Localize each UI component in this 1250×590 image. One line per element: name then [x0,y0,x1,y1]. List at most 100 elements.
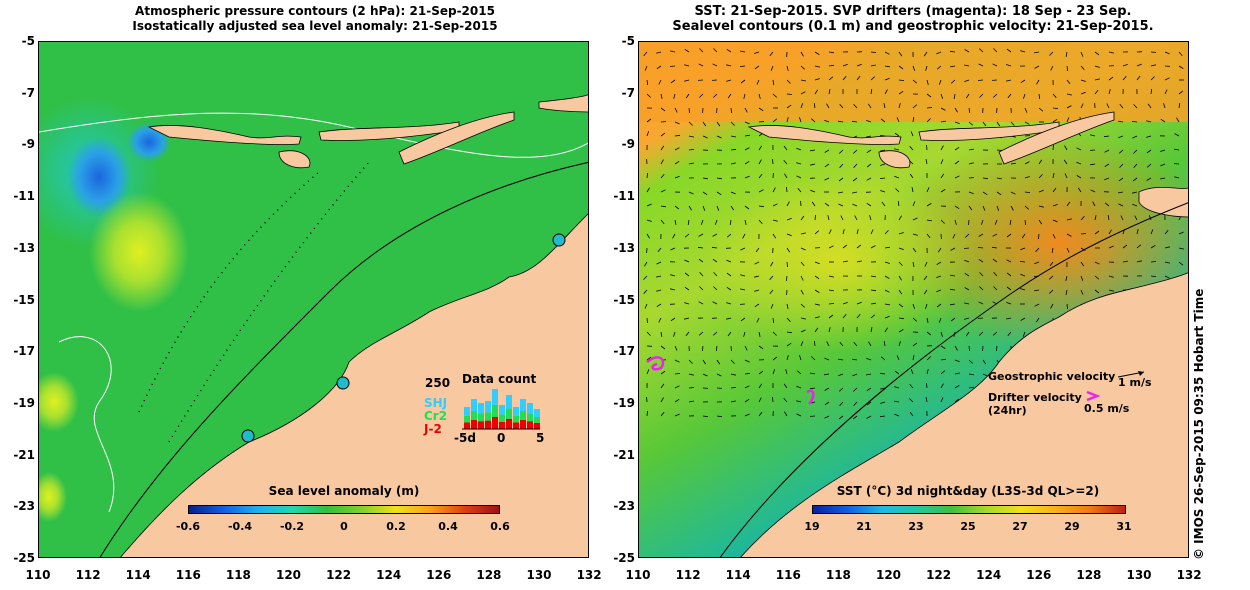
velocity-vector [754,289,760,292]
histogram-bar-segment [485,412,491,421]
velocity-vector [982,373,988,377]
velocity-vector [912,247,917,253]
velocity-vector [1178,231,1184,235]
velocity-vector [772,158,774,165]
velocity-vector [898,215,902,221]
velocity-vector [838,191,844,194]
right-title-line1: SST: 21-Sep-2015. SVP drifters (magenta)… [694,4,1132,19]
velocity-vector [716,135,722,139]
velocity-vector [940,107,946,111]
velocity-vector [856,244,862,249]
velocity-vector [1052,93,1057,98]
velocity-vector [1049,289,1054,294]
velocity-vector [758,145,763,151]
velocity-vector [1052,219,1058,223]
velocity-vector [1020,317,1026,321]
velocity-vector [842,63,848,67]
velocity-vector [796,400,802,403]
velocity-vector [688,107,690,114]
velocity-vector [673,331,676,337]
velocity-vector [896,355,900,361]
histogram-legend-item: SHJ [424,396,448,410]
y-tick-label: -7 [621,85,635,100]
velocity-vector [800,215,805,221]
velocity-vector [1150,245,1156,249]
velocity-vector [828,229,832,235]
velocity-vector [811,201,816,207]
velocity-vector [898,90,904,95]
tide-station[interactable] [241,429,255,443]
tide-station[interactable] [552,233,566,247]
histogram-bar-segment [464,407,470,416]
velocity-vector [954,359,960,363]
colorbar-tick-label: 27 [1012,520,1028,533]
velocity-vector [1160,149,1166,152]
velocity-vector [866,387,872,392]
histogram-max-label: 250 [425,376,451,390]
velocity-vector [730,162,736,165]
velocity-vector [743,331,746,337]
velocity-vector [964,79,970,82]
velocity-vector [646,79,649,86]
velocity-vector [770,65,774,71]
velocity-vector [993,272,998,277]
velocity-vector [744,134,750,137]
velocity-vector [657,247,662,253]
velocity-vector [729,219,732,225]
velocity-vector [1094,261,1100,265]
velocity-vector [758,121,765,123]
sea-level-anomaly-map[interactable] [38,41,589,558]
velocity-vector [993,48,998,53]
velocity-vector [979,48,984,53]
velocity-vector [796,162,802,165]
velocity-vector [814,65,820,68]
histogram-bar-segment [464,422,470,429]
sst-mild-region [699,172,979,352]
velocity-vector [950,317,956,322]
velocity-vector [909,398,914,403]
drifter-track[interactable] [646,356,665,371]
velocity-vector [758,159,762,165]
velocity-vector [926,331,932,336]
velocity-vector [1024,176,1030,179]
histogram-bar-segment [478,403,484,414]
velocity-vector [796,175,802,179]
velocity-vector [698,233,704,237]
velocity-vector [1103,135,1110,138]
velocity-vector [670,288,676,291]
velocity-vector [744,413,750,417]
histogram-bar-segment [492,405,498,417]
velocity-vector [838,373,844,377]
sumba-island [278,150,311,169]
velocity-vector [644,261,648,267]
velocity-vector [814,261,820,265]
velocity-vector [926,107,933,109]
velocity-vector [674,160,680,165]
tide-station[interactable] [336,376,350,390]
velocity-vector [949,50,956,53]
velocity-vector [702,359,707,365]
velocity-vector [884,327,888,333]
velocity-vector [702,205,706,211]
velocity-vector [772,203,778,207]
velocity-vector [660,370,666,375]
sst-map[interactable] [638,41,1189,558]
colorbar-tick-label: 29 [1064,520,1080,533]
colorbar-tick-label: 23 [908,520,924,533]
velocity-vector [1038,205,1044,208]
velocity-vector [769,275,774,280]
velocity-vector [758,331,761,337]
velocity-vector [940,370,946,375]
velocity-vector [643,275,648,280]
velocity-vector [1164,77,1170,81]
velocity-vector [1006,302,1012,305]
velocity-vector [1160,177,1166,180]
velocity-vector [950,303,956,306]
velocity-vector [712,301,718,305]
velocity-vector [786,65,789,71]
velocity-vector [688,121,693,126]
velocity-vector [684,272,690,277]
velocity-vector [646,369,650,375]
histogram-bar-segment [527,421,533,429]
drifter-track[interactable] [806,389,815,405]
